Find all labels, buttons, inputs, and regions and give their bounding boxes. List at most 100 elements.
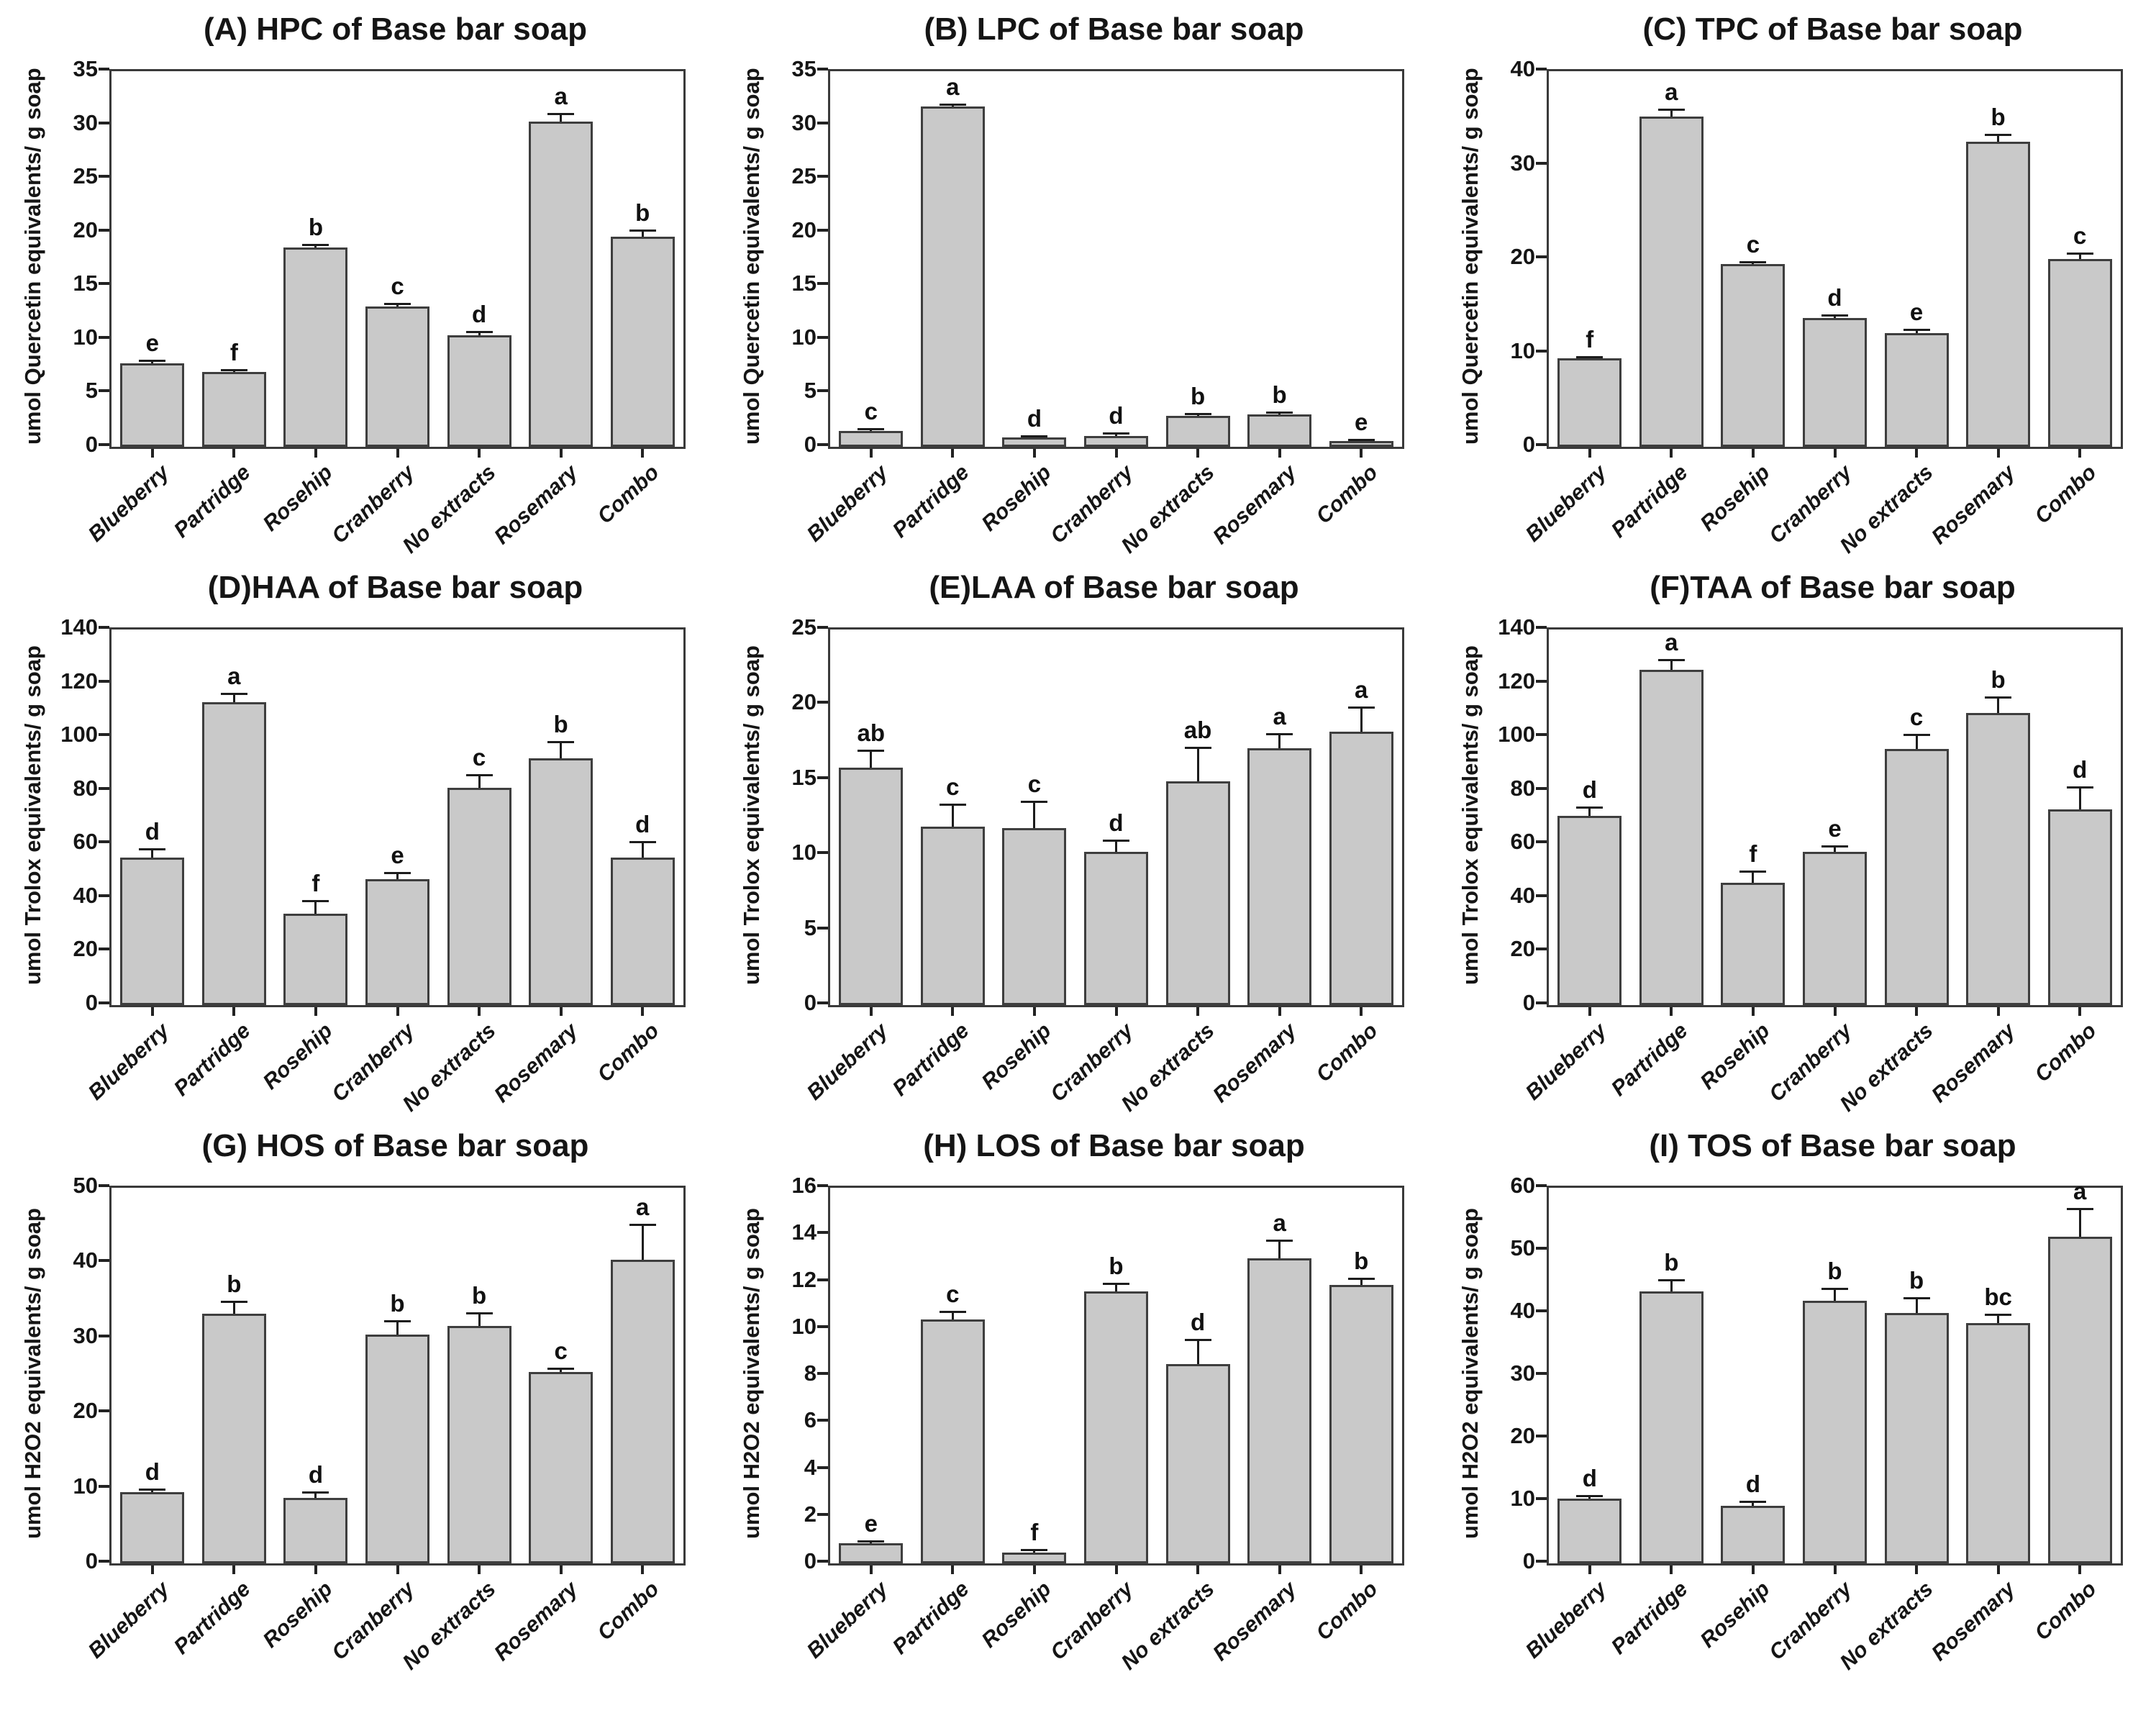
bar: [1557, 816, 1622, 1005]
y-tick-label: 25: [791, 163, 817, 189]
x-tick-mark: [559, 1007, 563, 1016]
error-bar-cap: [547, 112, 575, 115]
x-tick-mark: [1670, 449, 1673, 458]
significance-letter: c: [946, 773, 960, 801]
bar: [529, 1371, 593, 1563]
error-bar-cap: [302, 243, 329, 246]
error-bar-cap: [139, 360, 166, 363]
chart-title: (H) LOS of Base bar soap: [923, 1128, 1305, 1163]
significance-letter: e: [391, 842, 404, 869]
plot-area: ab c c d ab a a: [828, 627, 1404, 1016]
significance-letter: e: [1909, 299, 1924, 326]
plot-inner: e f b c d a b: [112, 71, 683, 458]
error-bar-cap: [220, 369, 247, 372]
bar: [1557, 1499, 1622, 1563]
x-tick-mark: [150, 1566, 154, 1574]
y-tick-mark: [817, 926, 828, 930]
bar: [1557, 358, 1622, 447]
x-tick-mark: [232, 449, 236, 458]
y-tick-mark: [1536, 1309, 1547, 1312]
y-tick-mark: [817, 68, 828, 71]
x-tick-mark: [559, 449, 563, 458]
error-bar-line: [641, 1225, 644, 1260]
x-tick-mark: [1114, 1566, 1118, 1574]
y-tick-mark: [99, 175, 109, 178]
error-bar-line: [1588, 1496, 1591, 1499]
error-bar-line: [951, 1312, 954, 1319]
error-bar-cap: [1021, 1549, 1048, 1552]
y-tick-mark: [99, 228, 109, 232]
y-tick-label: 50: [1510, 1235, 1535, 1260]
y-tick-mark: [99, 840, 109, 844]
x-tick-mark: [1670, 1007, 1673, 1016]
y-tick-label: 10: [791, 324, 817, 350]
error-bar-cap: [1903, 329, 1930, 332]
x-tick-mark: [314, 1007, 317, 1016]
bar: [283, 1498, 348, 1563]
x-tick-mark: [1196, 1007, 1200, 1016]
chart-title: (D)HAA of Base bar soap: [207, 570, 583, 605]
y-tick-label: 16: [791, 1173, 817, 1198]
y-tick-mark: [1536, 626, 1547, 629]
x-tick-mark: [1915, 449, 1919, 458]
significance-letter: b: [1190, 382, 1206, 409]
y-tick-label: 0: [1522, 432, 1535, 457]
plot-area: e c f b d a b: [828, 1186, 1404, 1574]
x-tick-mark: [1278, 1566, 1281, 1574]
x-tick-mark: [396, 449, 399, 458]
x-tick-mark: [150, 1007, 154, 1016]
bar: [1329, 440, 1393, 447]
y-tick-label: 60: [73, 829, 98, 855]
x-tick-label: No extracts: [1835, 1577, 1938, 1675]
y-tick-mark: [99, 1259, 109, 1263]
error-bar-cap: [2066, 253, 2093, 255]
error-bar-cap: [1184, 746, 1211, 749]
y-tick-mark: [817, 1560, 828, 1563]
bar: [1165, 1363, 1230, 1563]
y-tick-mark: [99, 335, 109, 339]
error-bar-line: [870, 1541, 873, 1544]
y-tick-mark: [817, 626, 828, 629]
y-tick-mark: [1536, 1184, 1547, 1187]
error-bar-line: [151, 1489, 154, 1492]
x-tick-mark: [1751, 449, 1755, 458]
y-tick-mark: [817, 1184, 828, 1187]
bar: [610, 236, 675, 447]
error-bar-cap: [139, 848, 166, 850]
significance-letter: d: [2073, 756, 2088, 783]
significance-letter: a: [1273, 1209, 1286, 1237]
error-bar-cap: [1021, 435, 1048, 437]
significance-letter: d: [308, 1460, 323, 1488]
plot-area: d a f e c b d: [1547, 627, 2123, 1016]
error-bar-line: [1033, 1550, 1036, 1553]
bar: [447, 335, 511, 447]
error-bar-cap: [384, 1319, 411, 1322]
error-bar-line: [1115, 434, 1117, 437]
error-bar-cap: [939, 103, 966, 106]
significance-letter: d: [1190, 1309, 1206, 1336]
error-bar-cap: [1985, 133, 2012, 136]
y-tick-mark: [817, 1372, 828, 1375]
chart-title: (A) HPC of Base bar soap: [204, 12, 587, 47]
y-tick-label: 20: [1510, 1423, 1535, 1448]
x-tick-mark: [869, 449, 873, 458]
y-tick-label: 50: [73, 1173, 98, 1198]
bar: [365, 878, 429, 1005]
x-tick-mark: [232, 1007, 236, 1016]
plot-inner: ab c c d ab a a: [830, 630, 1402, 1016]
error-bar-line: [1278, 735, 1281, 748]
y-tick-mark: [1536, 1497, 1547, 1500]
y-tick-label: 0: [804, 432, 817, 457]
error-bar-cap: [858, 428, 885, 431]
bar: [365, 1334, 429, 1563]
error-bar-cap: [1266, 1240, 1293, 1242]
error-bar-line: [232, 694, 235, 702]
bar: [447, 788, 511, 1005]
x-tick-mark: [1032, 1566, 1036, 1574]
bar: [1803, 852, 1867, 1005]
error-bar-line: [314, 1492, 317, 1499]
bar: [447, 1326, 511, 1563]
y-tick-label: 10: [791, 1313, 817, 1339]
y-tick-mark: [1536, 1372, 1547, 1375]
y-tick-mark: [99, 733, 109, 737]
